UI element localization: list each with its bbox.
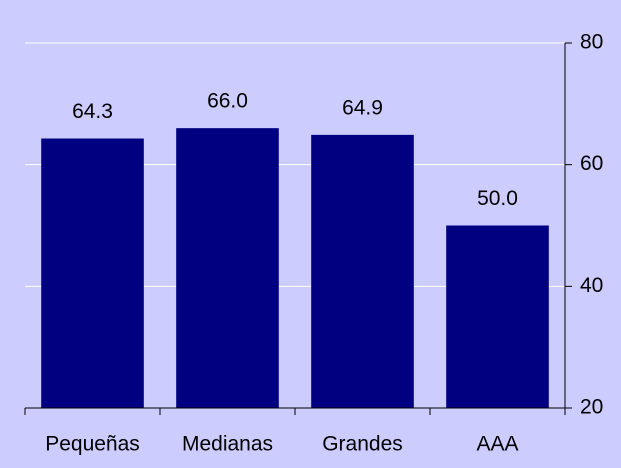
bar: [446, 225, 549, 408]
x-tick-label: Pequeñas: [45, 433, 140, 456]
bar: [311, 134, 414, 408]
x-tick-label: AAA: [476, 433, 518, 456]
value-label: 64.3: [72, 100, 113, 123]
bar: [41, 138, 144, 408]
value-label: 64.9: [342, 96, 383, 119]
x-tick-label: Medianas: [182, 433, 273, 456]
y-tick-label: 60: [580, 152, 603, 175]
value-label: 66.0: [207, 90, 248, 113]
y-tick-label: 20: [580, 396, 603, 419]
x-tick-label: Grandes: [322, 433, 403, 456]
y-tick-label: 80: [580, 31, 603, 54]
y-tick-label: 40: [580, 274, 603, 297]
value-label: 50.0: [477, 187, 518, 210]
bar: [176, 128, 279, 408]
